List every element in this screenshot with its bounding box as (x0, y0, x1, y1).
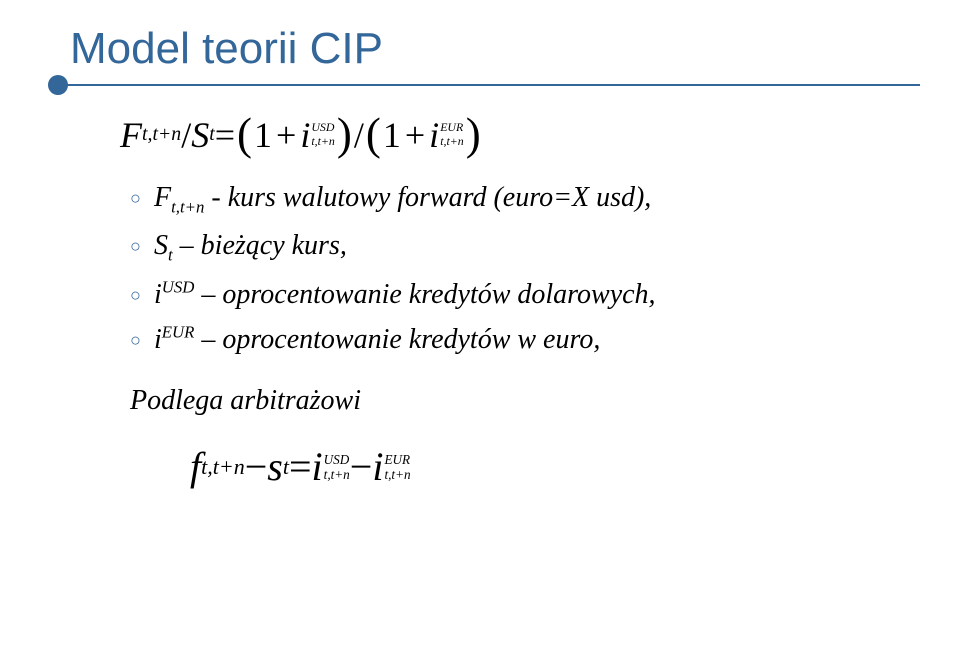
eq1-lpar2: ( (364, 112, 383, 157)
bullet-content: iUSD – oprocentowanie kredytów dolarowyc… (154, 276, 656, 314)
eq1-i1: i (300, 117, 310, 153)
bullet-content: St – bieżący kurs, (154, 227, 347, 267)
bullet-sym-sub: t,t+n (171, 198, 204, 217)
eq1-i2: i (429, 117, 439, 153)
slide-title: Model teorii CIP (70, 24, 900, 74)
eq1-i2-sup: EUR (440, 122, 464, 134)
bullet-sym: F (154, 182, 171, 213)
eq1-slash: / (181, 117, 191, 153)
eq1-i1-subsup: USD t,t+n (311, 122, 335, 148)
bullet-sym-sup: EUR (162, 323, 195, 342)
eq2-eq: = (289, 447, 312, 487)
bullet-icon (130, 328, 154, 352)
bullet-content: iEUR – oprocentowanie kredytów w euro, (154, 321, 600, 359)
equation-2: f t,t+n − s t = i USD t,t+n − i EUR t,t+… (190, 447, 900, 487)
eq1-one2: 1 (383, 117, 401, 153)
eq1-i2-subsup: EUR t,t+n (440, 122, 464, 148)
eq2-i2-sub: t,t+n (384, 468, 410, 481)
eq2-minus1: − (245, 447, 268, 487)
bullet-content: Ft,t+n - kurs walutowy forward (euro=X u… (154, 179, 651, 219)
bullet-sym: i (154, 279, 162, 310)
eq1-lpar1: ( (235, 112, 254, 157)
list-item: iEUR – oprocentowanie kredytów w euro, (130, 321, 900, 359)
eq1-one1: 1 (254, 117, 272, 153)
bullet-text: oprocentowanie kredytów w euro, (222, 324, 600, 355)
equation-1: F t,t+n / S t = ( 1 + i USD t,t+n ) / ( … (120, 112, 900, 157)
eq2-f: f (190, 447, 201, 487)
bullet-text: oprocentowanie kredytów dolarowych, (222, 279, 655, 310)
title-divider (70, 82, 900, 88)
eq1-i1-sup: USD (311, 122, 335, 134)
eq1-F-sub: t,t+n (142, 125, 181, 145)
bullet-sym: S (154, 230, 168, 261)
eq1-rpar1: ) (335, 112, 354, 157)
bullet-text: kurs walutowy forward (euro=X usd), (228, 182, 652, 213)
eq1-plus1: + (272, 117, 300, 153)
bullet-icon (130, 283, 154, 307)
eq2-i2-sup: EUR (384, 453, 410, 466)
bullet-dash: – (173, 230, 201, 261)
eq1-div: / (354, 117, 364, 153)
slide: Model teorii CIP F t,t+n / S t = ( 1 + i… (0, 0, 960, 664)
bullet-icon (130, 186, 154, 210)
eq2-i2: i (372, 447, 383, 487)
bullet-dash: – (194, 279, 222, 310)
eq1-plus2: + (401, 117, 429, 153)
eq1-rpar2: ) (464, 112, 483, 157)
eq2-i1-subsup: USD t,t+n (324, 453, 350, 481)
bullet-icon (130, 234, 154, 258)
bullet-sym-sup: USD (162, 277, 195, 296)
bullet-dash: – (194, 324, 222, 355)
eq2-i1: i (312, 447, 323, 487)
eq2-minus2: − (350, 447, 373, 487)
divider-line (60, 84, 920, 86)
list-item: St – bieżący kurs, (130, 227, 900, 267)
eq1-S: S (191, 117, 209, 153)
eq2-i2-subsup: EUR t,t+n (384, 453, 410, 481)
eq2-i1-sub: t,t+n (324, 468, 350, 481)
eq2-f-sub: t,t+n (201, 456, 245, 478)
list-item: iUSD – oprocentowanie kredytów dolarowyc… (130, 276, 900, 314)
eq2-i1-sup: USD (324, 453, 350, 466)
eq1-i1-sub: t,t+n (311, 136, 335, 148)
bullet-list: Ft,t+n - kurs walutowy forward (euro=X u… (130, 179, 900, 359)
bullet-text: bieżący kurs, (201, 230, 347, 261)
eq2-s: s (267, 447, 283, 487)
list-item: Ft,t+n - kurs walutowy forward (euro=X u… (130, 179, 900, 219)
bullet-sym: i (154, 324, 162, 355)
arbitrage-line: Podlega arbitrażowi (130, 385, 900, 417)
eq1-F: F (120, 117, 142, 153)
eq1-i2-sub: t,t+n (440, 136, 464, 148)
eq1-eq: = (215, 117, 235, 153)
bullet-dash: - (204, 182, 227, 213)
